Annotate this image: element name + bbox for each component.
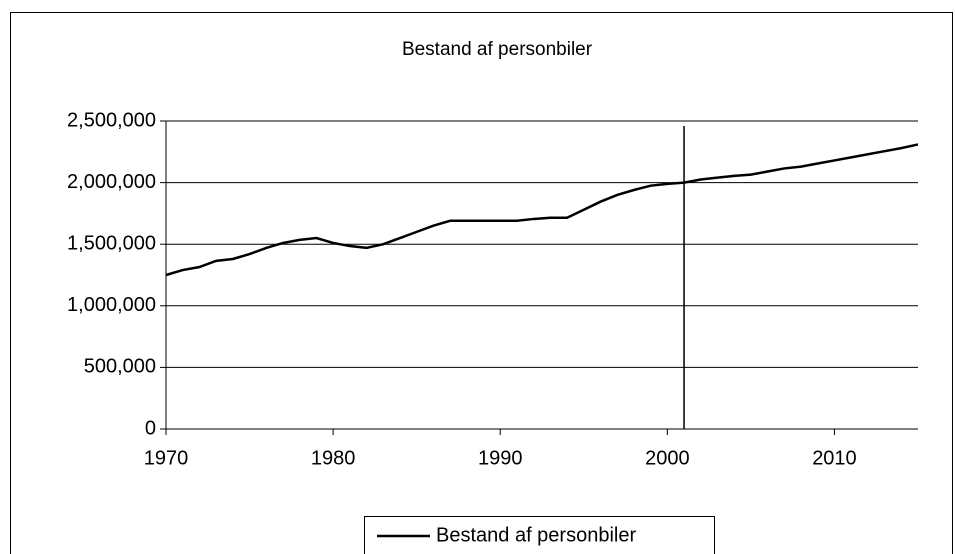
y-tick-label: 2,500,000 (67, 109, 156, 131)
y-tick-label: 1,000,000 (67, 294, 156, 316)
legend-label: Bestand af personbiler (436, 524, 636, 546)
chart-border (10, 12, 953, 554)
x-tick-label: 2010 (812, 447, 857, 469)
y-tick-label: 2,000,000 (67, 171, 156, 193)
y-tick-label: 1,500,000 (67, 232, 156, 254)
x-tick-label: 1990 (478, 447, 523, 469)
chart-title: Bestand af personbiler (402, 39, 593, 60)
x-tick-label: 2000 (645, 447, 690, 469)
y-tick-label: 500,000 (84, 356, 156, 378)
y-tick-label: 0 (145, 417, 156, 439)
series-line (165, 143, 919, 277)
x-tick-label: 1980 (311, 447, 356, 469)
x-tick-label: 1970 (144, 447, 189, 469)
